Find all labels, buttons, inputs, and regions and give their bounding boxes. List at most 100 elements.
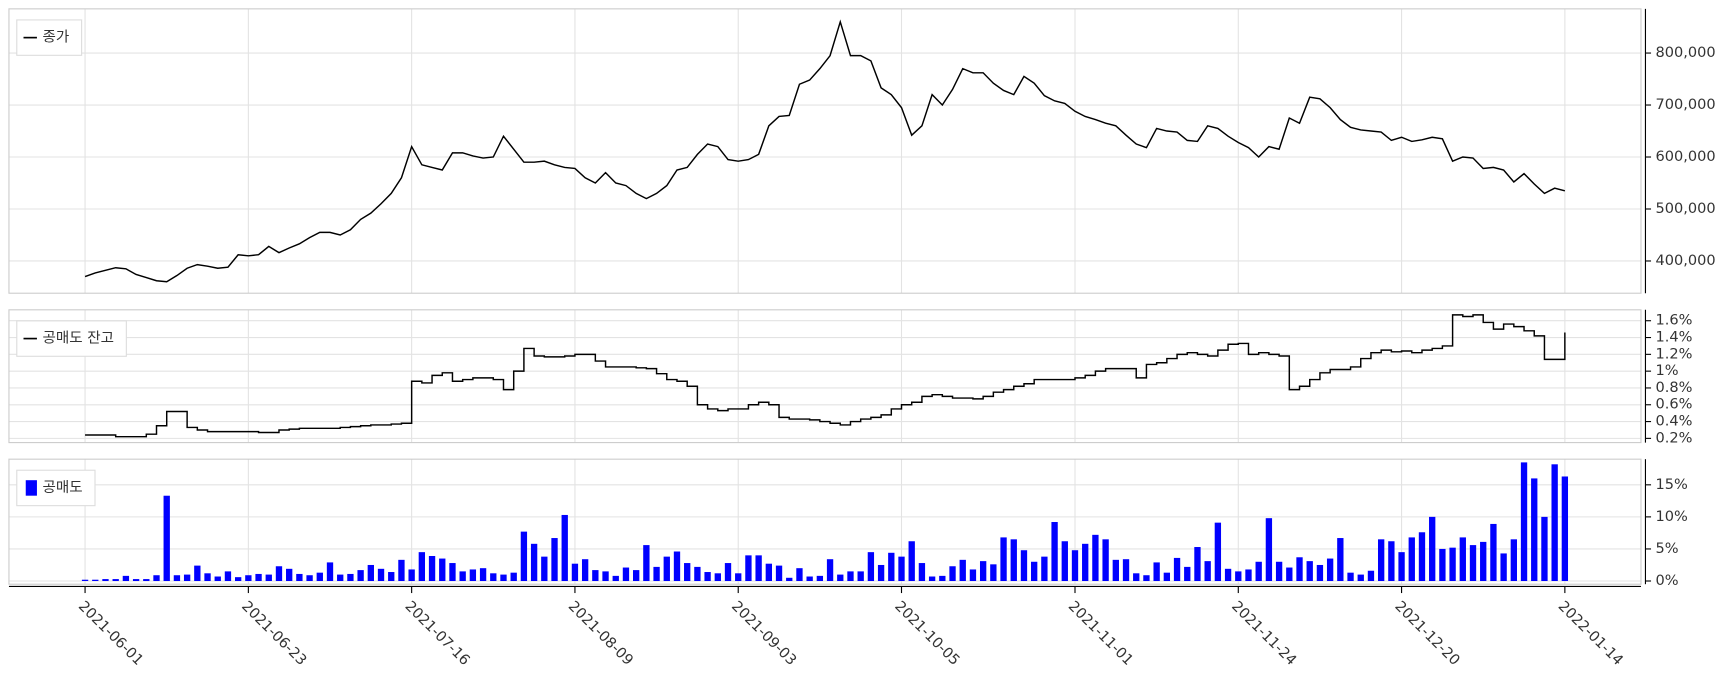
bar [459,571,466,582]
bar [1408,537,1415,582]
bar [1133,573,1140,582]
y-tick-label: 700,000 [1656,97,1716,113]
bar [1469,545,1477,582]
bar [1398,552,1405,582]
bar [1510,539,1517,582]
y-tick-label: 1.6% [1656,313,1693,329]
bar [755,555,762,582]
bar [337,574,344,582]
bar [1214,522,1222,582]
bar [81,579,89,582]
bar [1459,537,1466,582]
bar [173,575,181,582]
y-tick-label: 400,000 [1656,253,1716,269]
bar [1122,559,1130,582]
bar [1347,572,1354,582]
bar [500,574,507,582]
bar [1500,553,1507,582]
bar [1367,570,1375,582]
bar [1143,575,1150,582]
bar [92,579,99,582]
y-tick-label: 1.4% [1656,330,1693,346]
x-tick-label: 2021-06-23 [238,598,309,668]
bar [1520,462,1528,582]
bar [479,568,487,582]
bar [765,563,772,582]
bar [408,569,415,582]
bar [1184,566,1191,582]
panel: 0.2%0.4%0.6%0.8%1%1.2%1.4%1.6% 공매도 잔고 [8,309,1693,446]
bar [1173,557,1181,582]
y-tick-label: 5% [1656,541,1679,557]
bar [377,568,385,582]
bar [714,573,721,582]
bar [1418,532,1426,582]
x-tick-label: 2022-01-14 [1555,598,1626,668]
bar [112,579,119,582]
bar [969,569,977,582]
x-tick-label: 2021-10-05 [891,598,962,668]
bar [888,552,895,582]
y-tick-label: 500,000 [1656,201,1716,217]
bar [255,573,262,582]
legend: 공매도 [16,469,96,507]
bar [663,556,670,582]
bar [275,566,283,582]
bar [153,575,160,582]
bar [530,543,538,582]
x-tick-label: 2021-09-03 [728,598,799,668]
y-tick-label: 800,000 [1656,45,1716,61]
legend-label: 공매도 [43,479,83,496]
bar [1010,539,1017,582]
bar [1245,569,1252,582]
bar [735,573,742,582]
bar [1449,547,1456,582]
bar [1541,516,1548,582]
bar [490,573,497,582]
bar [418,552,426,582]
bar [439,558,446,582]
bar [704,572,711,582]
y-tick-label: 0.4% [1656,414,1693,430]
bar [286,568,293,582]
bar [245,575,252,582]
bar [622,567,630,582]
bar [1388,541,1395,582]
bar [214,576,221,582]
bar [1020,550,1028,582]
bar [602,571,609,582]
bar [826,559,834,582]
bar [194,565,201,582]
bar [204,573,211,582]
bar [877,564,885,582]
y-tick-label: 600,000 [1656,149,1716,165]
bar [990,564,997,582]
bar [1000,537,1007,582]
panel: 400,000 500,000 600,000 700,000 800,000 종가 [8,8,1716,294]
bar [1337,538,1344,582]
bar [1531,478,1538,582]
bar [1071,550,1079,582]
bar [1102,539,1109,582]
x-tick-label: 2021-11-24 [1228,598,1299,668]
bar [653,566,660,582]
bar [684,563,691,582]
bar [1255,561,1262,582]
bar [1561,476,1569,582]
bar [724,563,732,582]
legend-label: 종가 [43,29,70,46]
price-line [84,19,1566,283]
bar [1551,464,1558,582]
bar [1082,543,1089,582]
bar [939,575,946,582]
bar [1439,548,1446,582]
y-tick-label: 15% [1656,477,1688,493]
x-tick-label: 2021-06-01 [75,598,146,668]
bar [581,559,589,582]
bar [908,541,915,582]
bar [1316,564,1324,582]
y-tick-label: 1% [1656,363,1679,379]
bar [1204,561,1211,582]
legend: 종가 [16,19,83,56]
